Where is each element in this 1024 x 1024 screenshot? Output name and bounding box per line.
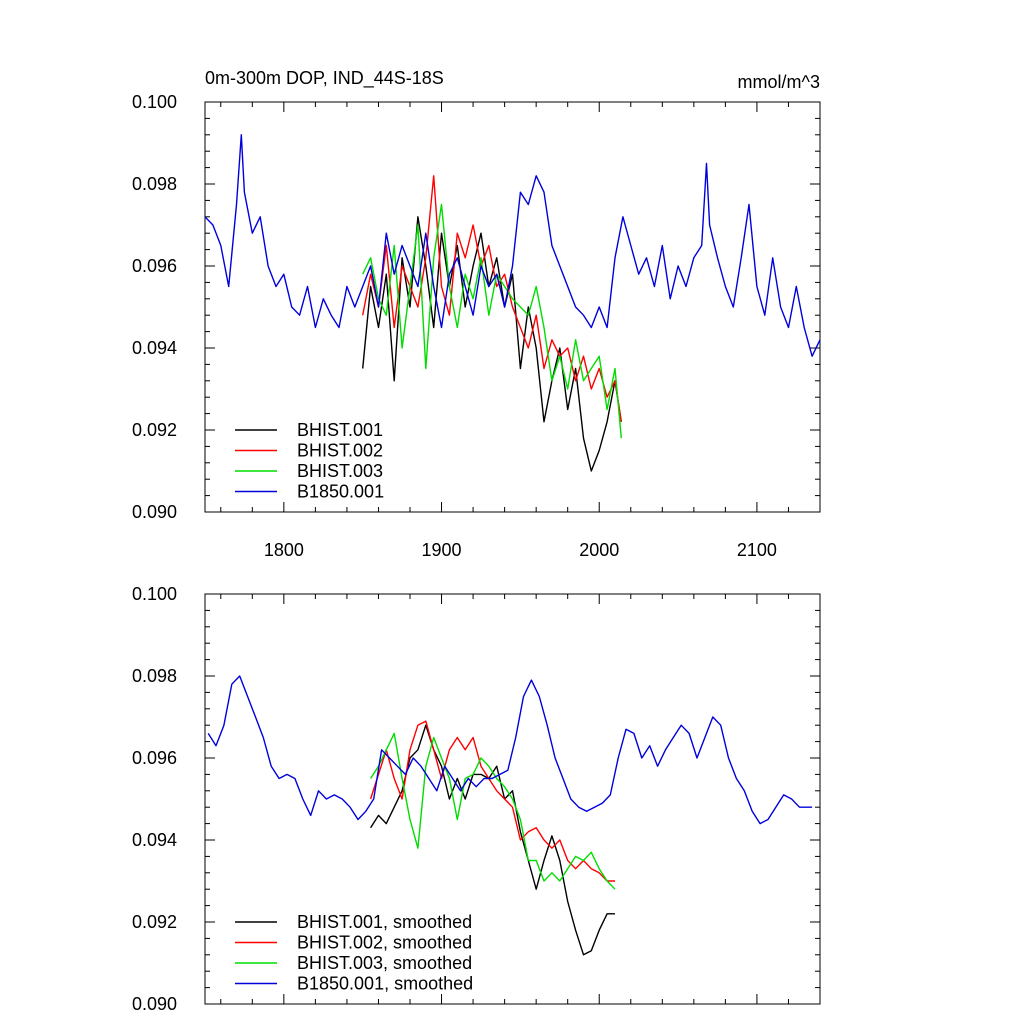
x-tick-label: 1800 xyxy=(264,540,304,560)
legend-label: BHIST.001, smoothed xyxy=(297,912,472,932)
y-tick-label: 0.090 xyxy=(132,994,177,1014)
series-line-1 xyxy=(362,175,622,422)
y-tick-label: 0.096 xyxy=(132,748,177,768)
y-tick-label: 0.092 xyxy=(132,912,177,932)
series-line-3 xyxy=(207,675,813,825)
top-series-group xyxy=(204,134,821,472)
units-label: mmol/m^3 xyxy=(738,72,820,92)
y-tick-label: 0.100 xyxy=(132,92,177,112)
y-tick-label: 0.092 xyxy=(132,420,177,440)
y-tick-label: 0.098 xyxy=(132,666,177,686)
y-tick-label: 0.094 xyxy=(132,830,177,850)
bottom-panel: 0.090 0.092 0.094 0.096 0.098 0.100 BHIST.001… xyxy=(132,584,821,1014)
bottom-series-group xyxy=(207,675,813,956)
legend-label: B1850.001 xyxy=(297,482,384,502)
legend-label: BHIST.003 xyxy=(297,461,383,481)
legend-label: BHIST.002, smoothed xyxy=(297,933,472,953)
top-axis-ticks: 0.090 0.092 0.094 0.096 0.098 0.100 1800 1900 20… xyxy=(132,92,821,560)
y-tick-label: 0.100 xyxy=(132,584,177,604)
top-panel: 0m-300m DOP, IND_44S-18S mmol/m^3 0.0900… xyxy=(132,68,821,560)
legend-label: BHIST.003, smoothed xyxy=(297,953,472,973)
chart-title: 0m-300m DOP, IND_44S-18S xyxy=(205,68,444,89)
series-line-1 xyxy=(369,720,615,882)
y-tick-label: 0.098 xyxy=(132,174,177,194)
top-plot-frame xyxy=(204,101,821,513)
legend-label: BHIST.002 xyxy=(297,441,383,461)
y-tick-label: 0.094 xyxy=(132,338,177,358)
series-line-2 xyxy=(370,732,616,890)
bottom-axis-ticks: 0.090 0.092 0.094 0.096 0.098 0.100 xyxy=(132,584,821,1014)
bottom-plot-frame xyxy=(204,593,821,1005)
x-tick-label: 2000 xyxy=(579,540,619,560)
series-line-3 xyxy=(204,134,821,357)
x-tick-label: 1900 xyxy=(422,540,462,560)
legend-label: B1850.001, smoothed xyxy=(297,974,473,994)
x-tick-label: 2100 xyxy=(737,540,777,560)
series-line-2 xyxy=(362,203,622,439)
legend-label: BHIST.001 xyxy=(297,420,383,440)
series-line-0 xyxy=(362,216,622,472)
y-tick-label: 0.090 xyxy=(132,502,177,522)
y-tick-label: 0.096 xyxy=(132,256,177,276)
